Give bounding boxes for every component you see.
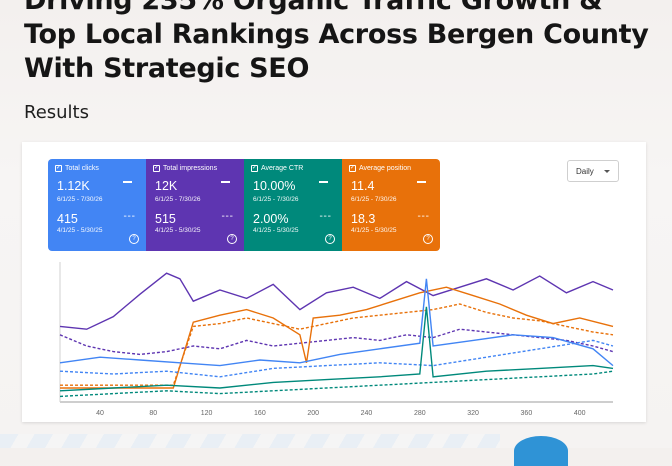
period-select[interactable]: Daily <box>567 160 619 182</box>
x-tick-label: 160 <box>254 410 266 417</box>
check-icon[interactable]: ✓ <box>251 165 258 172</box>
help-icon[interactable]: ? <box>227 234 237 244</box>
dashed-line-icon: - - - <box>123 211 135 222</box>
x-tick-label: 400 <box>574 410 586 417</box>
x-tick-label: 320 <box>467 410 479 417</box>
solid-line-icon <box>319 181 328 183</box>
help-icon[interactable]: ? <box>129 234 139 244</box>
metric-label: Total clicks <box>65 165 99 172</box>
metric-value-current: 12K <box>155 179 178 193</box>
x-tick-label: 40 <box>96 410 104 417</box>
metric-label: Total impressions <box>163 165 218 172</box>
x-tick-label: 280 <box>414 410 426 417</box>
metric-range-current: 6/1/25 - 7/30/26 <box>253 196 299 203</box>
help-icon[interactable]: ? <box>423 234 433 244</box>
metric-label: Average position <box>359 165 412 172</box>
dashed-line-icon: - - - <box>417 211 429 222</box>
metric-value-current: 10.00% <box>253 179 296 193</box>
x-tick-label: 240 <box>361 410 373 417</box>
metric-range-previous: 4/1/25 - 5/30/25 <box>57 227 103 234</box>
metric-card-average-position[interactable]: ✓ Average position 11.4 6/1/25 - 7/30/26 … <box>342 159 440 251</box>
series-line-6 <box>59 306 614 392</box>
series-line-4 <box>59 278 614 367</box>
metric-value-previous: 515 <box>155 212 176 226</box>
series-line-7 <box>59 370 614 398</box>
section-label: Results <box>24 102 89 123</box>
logo-badge <box>514 436 568 466</box>
metric-range-current: 6/1/25 - 7/30/26 <box>155 196 201 203</box>
solid-line-icon <box>123 181 132 183</box>
metric-range-current: 6/1/25 - 7/30/26 <box>351 196 397 203</box>
performance-line-chart: 40 80 120 160 200 240 280 320 360 400 <box>59 262 614 417</box>
metric-range-previous: 4/1/25 - 5/30/25 <box>253 227 299 234</box>
metric-range-current: 6/1/25 - 7/30/26 <box>57 196 103 203</box>
x-tick-label: 200 <box>307 410 319 417</box>
metric-value-previous: 2.00% <box>253 212 289 226</box>
page-headline: Driving 235% Organic Traffic Growth & To… <box>24 0 649 84</box>
metric-value-previous: 415 <box>57 212 78 226</box>
check-icon[interactable]: ✓ <box>349 165 356 172</box>
metric-card-total-impressions[interactable]: ✓ Total impressions 12K 6/1/25 - 7/30/26 … <box>146 159 244 251</box>
metric-range-previous: 4/1/25 - 5/30/25 <box>155 227 201 234</box>
help-icon[interactable]: ? <box>325 234 335 244</box>
solid-line-icon <box>221 181 230 183</box>
metric-value-current: 11.4 <box>351 179 375 193</box>
metric-cards: ✓ Total clicks 1.12K 6/1/25 - 7/30/26 415… <box>48 159 440 251</box>
dashed-line-icon: - - - <box>221 211 233 222</box>
chevron-down-icon <box>603 169 610 173</box>
check-icon[interactable]: ✓ <box>153 165 160 172</box>
check-icon[interactable]: ✓ <box>55 165 62 172</box>
series-line-2 <box>60 286 614 389</box>
decorative-stripe <box>0 434 500 448</box>
metric-value-current: 1.12K <box>57 179 90 193</box>
period-select-value: Daily <box>576 166 594 176</box>
metric-card-total-clicks[interactable]: ✓ Total clicks 1.12K 6/1/25 - 7/30/26 415… <box>48 159 146 251</box>
x-tick-label: 120 <box>201 410 213 417</box>
metric-label: Average CTR <box>261 165 304 172</box>
x-tick-label: 80 <box>149 410 157 417</box>
dashed-line-icon: - - - <box>319 211 331 222</box>
metric-range-previous: 4/1/25 - 5/30/25 <box>351 227 397 234</box>
solid-line-icon <box>417 181 426 183</box>
series-line-5 <box>59 339 614 378</box>
x-tick-label: 360 <box>521 410 533 417</box>
series-line-0 <box>59 272 614 330</box>
metric-card-average-ctr[interactable]: ✓ Average CTR 10.00% 6/1/25 - 7/30/26 2.0… <box>244 159 342 251</box>
metric-value-previous: 18.3 <box>351 212 376 226</box>
